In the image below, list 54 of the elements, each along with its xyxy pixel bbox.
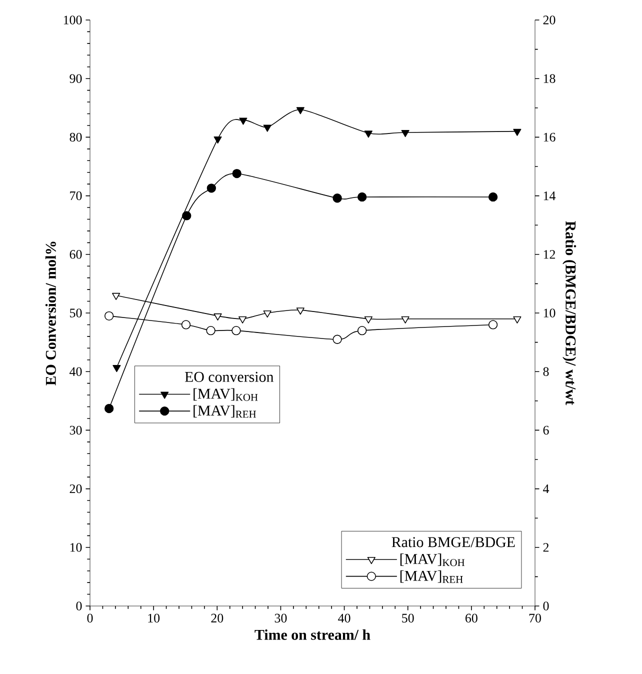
y-tick-label: 20 (70, 484, 82, 494)
x-tick-label: 50 (402, 614, 414, 623)
point (513, 128, 522, 136)
y2-tick-label: 12 (544, 250, 556, 259)
y2-tick-label: 8 (543, 367, 549, 376)
y2-tick-label: 2 (543, 543, 549, 552)
legend-label: [MAV]$_{KOH}$ (194, 388, 258, 401)
legend-label: [MAV]$_{REH}$ (400, 570, 463, 583)
y2-tick-label: 0 (543, 602, 549, 610)
point (296, 107, 304, 114)
point (263, 124, 272, 132)
y-tick-label: 10 (70, 543, 82, 552)
legend-label: [MAV]$_{KOH}$ (400, 554, 465, 566)
y2-tick-label: 18 (544, 74, 556, 83)
point (112, 365, 121, 372)
y-axis-title: EO Conversion/ mol% (45, 242, 56, 386)
x-tick-label: 0 (87, 614, 93, 623)
x-tick-label: 30 (274, 614, 287, 623)
y-tick-label: 70 (70, 191, 82, 200)
y2-tick-label: 16 (544, 132, 556, 142)
x-tick-label: 40 (338, 614, 350, 623)
y-tick-label: 60 (70, 250, 82, 259)
y2-tick-label: 4 (543, 484, 550, 494)
x-axis-title: Time on stream/ h (254, 629, 370, 640)
x-tick-label: 10 (148, 614, 160, 623)
point (488, 192, 498, 202)
x-tick-label: 60 (466, 614, 478, 623)
y-tick-label: 50 (70, 308, 82, 318)
x-tick-label: 20 (211, 614, 224, 623)
y2-tick-label: 10 (544, 308, 556, 318)
point (239, 118, 248, 125)
point (206, 184, 216, 193)
y-tick-label: 40 (70, 367, 82, 376)
x-tick-label: 70 (529, 614, 541, 623)
y-tick-label: 90 (70, 74, 82, 83)
annotation: EO conversion (184, 372, 274, 382)
point (182, 211, 192, 220)
y-tick-label: 80 (70, 132, 82, 142)
legend-label: [MAV]$_{REH}$ (194, 405, 256, 418)
point (214, 136, 222, 144)
point (401, 130, 410, 138)
point (232, 168, 242, 178)
y2-tick-label: 20 (543, 16, 556, 24)
point (332, 194, 342, 203)
y-tick-label: 0 (76, 602, 82, 610)
y2-axis-title: Ratio (BMGE/BDGE)/ wt/wt (562, 221, 576, 406)
point (364, 130, 372, 138)
y2-tick-label: 6 (543, 426, 549, 435)
y-tick-label: 100 (64, 16, 82, 24)
y2-tick-label: 14 (544, 192, 556, 200)
point (104, 404, 114, 414)
point (358, 192, 367, 202)
y-tick-label: 30 (70, 426, 82, 435)
annotation: Ratio BMGE/BDGE (392, 537, 515, 548)
